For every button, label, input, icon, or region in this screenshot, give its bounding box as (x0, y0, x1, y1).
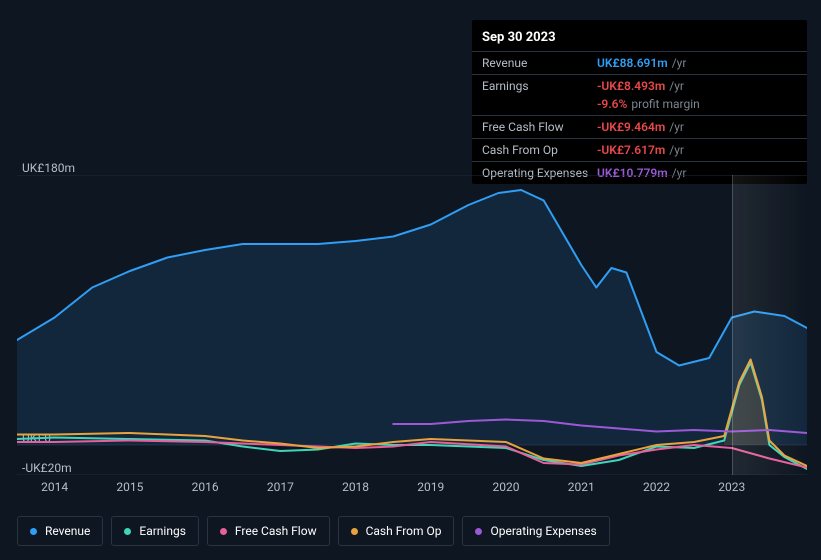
tooltip-row: Free Cash Flow-UK£9.464m/yr (472, 115, 807, 138)
tooltip-row-label: Revenue (482, 56, 597, 70)
legend-item-earnings[interactable]: Earnings (111, 516, 199, 546)
legend-dot-icon (475, 528, 482, 535)
legend-item-label: Revenue (45, 524, 90, 538)
legend-item-cash-from-op[interactable]: Cash From Op (338, 516, 455, 546)
legend-dot-icon (351, 528, 358, 535)
tooltip-row-value: -9.6% (597, 97, 627, 111)
x-axis-label: 2019 (417, 480, 444, 494)
x-axis-label: 2015 (116, 480, 143, 494)
tooltip-row-label: Earnings (482, 79, 597, 93)
tooltip-row: Cash From Op-UK£7.617m/yr (472, 138, 807, 161)
tooltip-row-value: -UK£9.464m (597, 120, 665, 134)
legend-item-label: Free Cash Flow (235, 524, 317, 538)
x-axis: 2014 2015 2016 2017 2018 2019 2020 2021 2022 2023 (17, 480, 807, 500)
legend-item-operating-expenses[interactable]: Operating Expenses (462, 516, 609, 546)
chart-tooltip: Sep 30 2023 RevenueUK£88.691m/yrEarnings… (472, 20, 807, 184)
x-axis-label: 2014 (41, 480, 68, 494)
legend-item-label: Cash From Op (366, 524, 442, 538)
financials-chart (17, 175, 807, 475)
legend-item-revenue[interactable]: Revenue (17, 516, 103, 546)
legend-dot-icon (30, 528, 37, 535)
x-axis-label: 2021 (568, 480, 595, 494)
y-axis-label: UK£180m (22, 161, 75, 175)
x-axis-label: 2018 (342, 480, 369, 494)
chart-legend: Revenue Earnings Free Cash Flow Cash From O… (17, 516, 610, 546)
tooltip-row: -9.6% profit margin (472, 97, 807, 115)
x-axis-label: 2022 (643, 480, 670, 494)
legend-item-free-cash-flow[interactable]: Free Cash Flow (207, 516, 330, 546)
legend-dot-icon (124, 528, 131, 535)
legend-item-label: Operating Expenses (490, 524, 596, 538)
tooltip-row-unit: /yr (672, 56, 687, 70)
tooltip-date: Sep 30 2023 (472, 26, 807, 51)
tooltip-row-unit: /yr (669, 79, 684, 93)
legend-dot-icon (220, 528, 227, 535)
x-axis-label: 2020 (493, 480, 520, 494)
tooltip-row-unit: profit margin (631, 97, 699, 111)
tooltip-row-label: Free Cash Flow (482, 120, 597, 134)
x-axis-label: 2023 (718, 480, 745, 494)
tooltip-row-value: -UK£7.617m (597, 143, 665, 157)
tooltip-row: RevenueUK£88.691m/yr (472, 51, 807, 74)
tooltip-row: Earnings-UK£8.493m/yr (472, 74, 807, 97)
tooltip-row-label: Cash From Op (482, 143, 597, 157)
tooltip-row-unit: /yr (669, 120, 684, 134)
tooltip-row-unit: /yr (669, 143, 684, 157)
x-axis-label: 2016 (192, 480, 219, 494)
x-axis-label: 2017 (267, 480, 294, 494)
tooltip-row-value: -UK£8.493m (597, 79, 665, 93)
tooltip-row-value: UK£88.691m (597, 56, 668, 70)
legend-item-label: Earnings (139, 524, 186, 538)
